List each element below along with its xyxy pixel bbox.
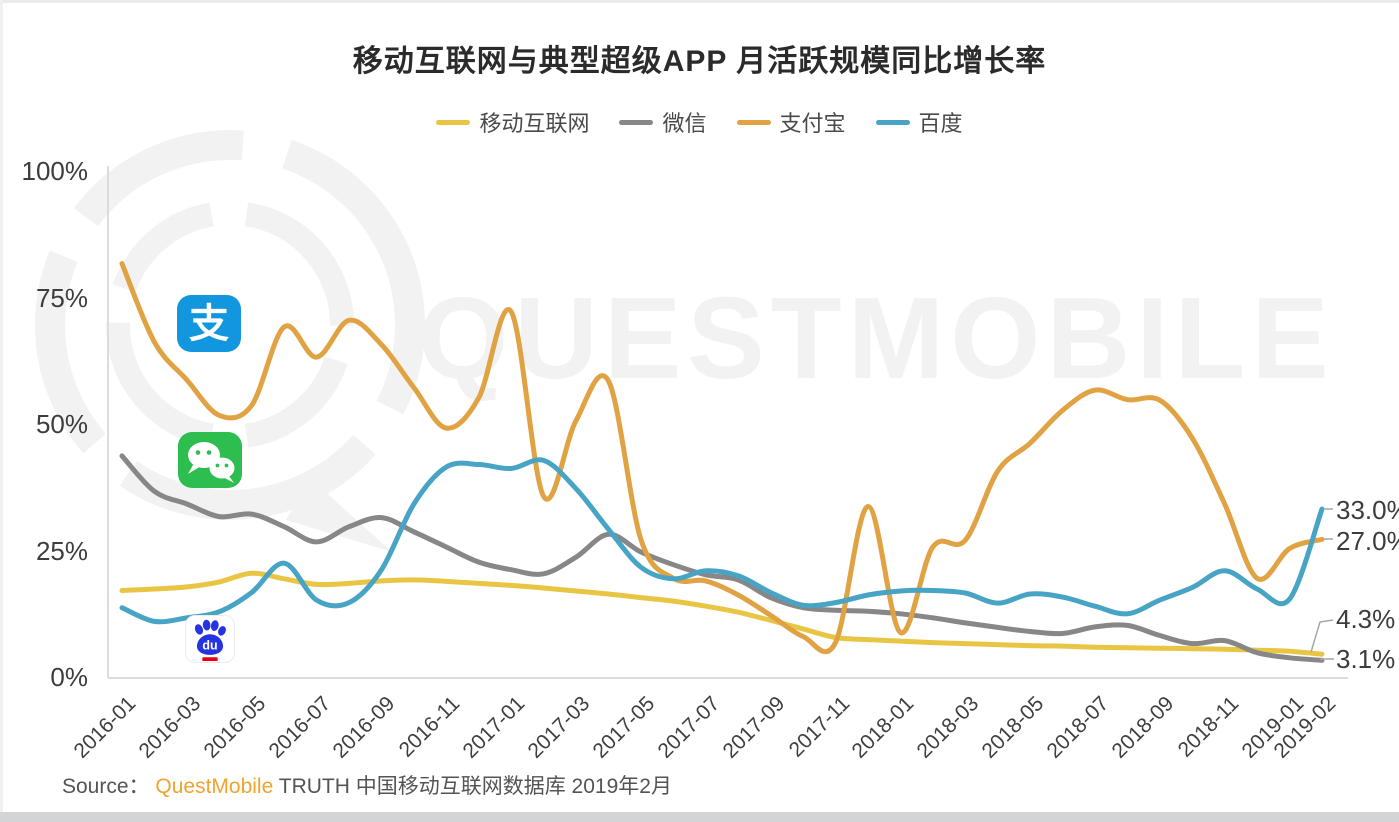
legend-item-微信: 微信 <box>619 106 707 138</box>
legend-label: 支付宝 <box>779 111 846 136</box>
legend-swatch <box>436 119 471 125</box>
wechat-app-icon <box>178 432 242 488</box>
questmobile-watermark-logo <box>35 130 425 552</box>
legend-swatch <box>736 119 771 125</box>
end-label-百度: 33.0% <box>1336 495 1399 525</box>
bottom-border-band <box>0 812 1399 822</box>
chart-title: 移动互联网与典型超级APP 月活跃规模同比增长率 <box>352 45 1047 78</box>
y-tick-label: 100% <box>21 156 89 186</box>
end-label-leaders <box>1310 508 1334 660</box>
series-lines <box>119 261 1325 663</box>
wechat-bubbles-icon <box>188 442 235 483</box>
legend-label: 微信 <box>662 111 707 136</box>
source-brand: QuestMobile <box>155 775 274 798</box>
line-百度 <box>119 457 1325 625</box>
legend-item-支付宝: 支付宝 <box>736 106 846 138</box>
end-label-移动互联网: 4.3% <box>1336 604 1396 634</box>
legend-swatch <box>875 119 910 125</box>
axes <box>107 166 1348 679</box>
baidu-du-glyph: du <box>202 639 217 653</box>
end-label-支付宝: 27.0% <box>1336 526 1399 556</box>
line-移动互联网 <box>119 570 1325 657</box>
top-border <box>0 0 1399 3</box>
alipay-glyph: 支 <box>189 301 229 346</box>
line-支付宝 <box>119 261 1325 654</box>
legend-swatch <box>619 119 654 125</box>
baidu-app-icon: du <box>185 615 235 663</box>
y-tick-label: 75% <box>35 282 88 313</box>
y-tick-label: 50% <box>35 409 88 439</box>
baidu-paw-icon: du <box>194 619 226 662</box>
questmobile-watermark-text: QUESTMOBILE <box>418 273 1335 403</box>
left-border <box>0 0 3 822</box>
line-微信 <box>119 453 1325 663</box>
y-tick-label: 25% <box>35 535 88 566</box>
legend-item-移动互联网: 移动互联网 <box>436 106 589 138</box>
source-line: Source： QuestMobile TRUTH 中国移动互联网数据库 201… <box>62 770 672 800</box>
legend-label: 百度 <box>918 111 963 136</box>
source-rest: TRUTH 中国移动互联网数据库 2019年2月 <box>273 775 672 798</box>
alipay-app-icon: 支 <box>177 295 241 352</box>
y-tick-label: 0% <box>50 662 88 692</box>
legend: 移动互联网 微信 支付宝 百度 <box>0 106 1399 138</box>
end-label-微信: 3.1% <box>1336 644 1396 674</box>
legend-item-百度: 百度 <box>875 106 963 138</box>
source-prefix: Source： <box>62 775 150 798</box>
legend-label: 移动互联网 <box>479 111 590 136</box>
